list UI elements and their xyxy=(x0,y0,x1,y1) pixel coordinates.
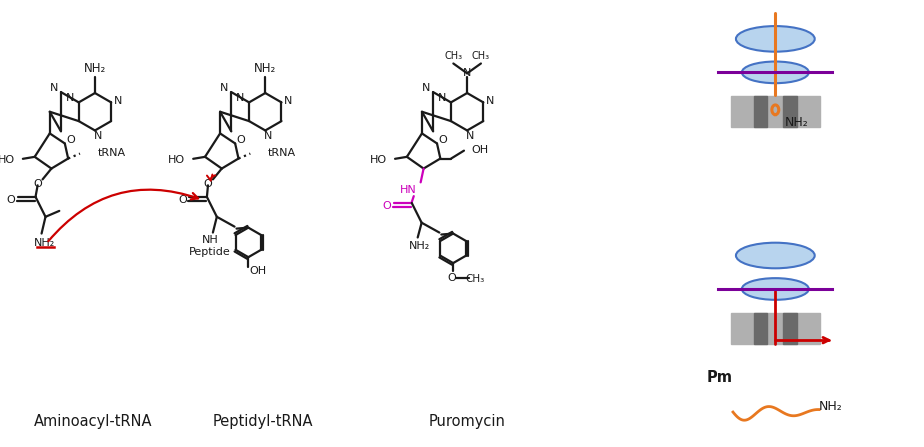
Text: NH₂: NH₂ xyxy=(84,62,106,75)
Text: OH: OH xyxy=(249,266,267,276)
Text: NH₂: NH₂ xyxy=(785,116,808,129)
Text: O: O xyxy=(178,195,187,205)
Text: O: O xyxy=(67,135,75,145)
Text: CH₃: CH₃ xyxy=(465,274,484,284)
Text: N: N xyxy=(438,93,446,103)
FancyArrowPatch shape xyxy=(48,190,198,241)
Text: NH₂: NH₂ xyxy=(34,238,55,249)
Text: OH: OH xyxy=(472,145,489,155)
Text: N: N xyxy=(236,93,245,103)
Text: O: O xyxy=(33,179,42,190)
Bar xyxy=(731,312,820,344)
Text: O: O xyxy=(383,201,392,211)
Ellipse shape xyxy=(736,243,815,268)
Text: Puromycin: Puromycin xyxy=(429,414,505,430)
Text: CH₃: CH₃ xyxy=(444,51,462,61)
Text: O: O xyxy=(237,135,246,145)
Text: NH: NH xyxy=(201,236,218,245)
Text: O: O xyxy=(203,179,213,190)
Text: N: N xyxy=(93,131,102,141)
Text: N: N xyxy=(285,97,293,106)
Text: N: N xyxy=(114,97,122,106)
Ellipse shape xyxy=(742,62,808,83)
Text: HO: HO xyxy=(168,155,186,165)
Text: N: N xyxy=(466,131,474,141)
Text: Pm: Pm xyxy=(706,370,733,385)
Ellipse shape xyxy=(736,26,815,52)
Text: N: N xyxy=(422,83,431,93)
Ellipse shape xyxy=(742,278,808,300)
Text: O: O xyxy=(448,273,456,283)
Text: N: N xyxy=(50,83,58,93)
Text: NH₂: NH₂ xyxy=(409,241,431,251)
Text: HN: HN xyxy=(399,185,416,195)
Text: NH₂: NH₂ xyxy=(819,400,843,413)
Bar xyxy=(731,96,820,127)
Text: N: N xyxy=(66,93,74,103)
Text: NH₂: NH₂ xyxy=(254,62,276,75)
Text: tRNA: tRNA xyxy=(98,148,126,158)
Text: O: O xyxy=(439,135,447,145)
Bar xyxy=(784,96,797,127)
Bar xyxy=(754,96,768,127)
Text: O: O xyxy=(6,195,16,205)
Text: HO: HO xyxy=(0,155,15,165)
Text: HO: HO xyxy=(370,155,387,165)
Text: Peptidyl-tRNA: Peptidyl-tRNA xyxy=(213,414,313,430)
Bar xyxy=(784,312,797,344)
Text: N: N xyxy=(463,68,471,78)
Text: tRNA: tRNA xyxy=(268,148,297,158)
Text: N: N xyxy=(264,131,273,141)
Text: Peptide: Peptide xyxy=(189,247,231,257)
Text: N: N xyxy=(486,97,494,106)
Bar xyxy=(754,312,768,344)
Text: CH₃: CH₃ xyxy=(472,51,490,61)
Text: Aminoacyl-tRNA: Aminoacyl-tRNA xyxy=(33,414,152,430)
Text: N: N xyxy=(220,83,228,93)
